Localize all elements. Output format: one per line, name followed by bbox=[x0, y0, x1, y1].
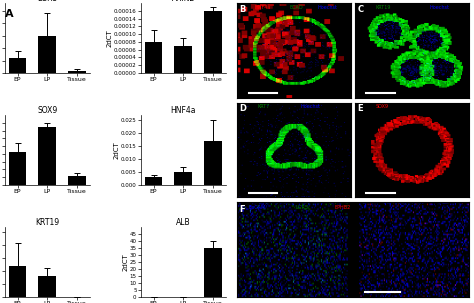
Bar bbox=[68, 176, 86, 185]
Text: HNF4a: HNF4a bbox=[254, 5, 271, 10]
Bar bbox=[38, 276, 56, 297]
Text: C: C bbox=[357, 5, 364, 14]
Title: SOX9: SOX9 bbox=[37, 106, 57, 115]
Bar bbox=[9, 152, 27, 185]
Text: EpCAM/: EpCAM/ bbox=[249, 205, 268, 210]
Text: D: D bbox=[239, 105, 246, 114]
Bar bbox=[9, 266, 27, 297]
Bar bbox=[38, 35, 56, 73]
Bar bbox=[68, 71, 86, 73]
Text: LGR5/: LGR5/ bbox=[295, 205, 310, 210]
Text: A: A bbox=[5, 9, 13, 19]
Y-axis label: 2dCT: 2dCT bbox=[113, 141, 119, 159]
Text: Hoechst: Hoechst bbox=[317, 5, 337, 10]
Title: LGR5: LGR5 bbox=[37, 0, 57, 3]
Title: KRT19: KRT19 bbox=[35, 218, 59, 227]
Title: AXIN2: AXIN2 bbox=[172, 0, 195, 3]
Text: EPHB2: EPHB2 bbox=[335, 205, 351, 210]
Text: KRT7: KRT7 bbox=[258, 105, 270, 109]
Text: ECAD: ECAD bbox=[290, 5, 303, 10]
Text: B: B bbox=[239, 5, 246, 14]
Bar bbox=[174, 172, 192, 185]
Y-axis label: 2dCT: 2dCT bbox=[122, 253, 128, 271]
Bar bbox=[145, 42, 163, 73]
Text: E: E bbox=[357, 105, 363, 114]
Text: Hoechst: Hoechst bbox=[429, 5, 449, 10]
Y-axis label: 2dCT: 2dCT bbox=[107, 29, 112, 47]
Bar bbox=[38, 127, 56, 185]
Text: Hoechst: Hoechst bbox=[300, 105, 320, 109]
Text: SOX9: SOX9 bbox=[375, 105, 389, 109]
Bar bbox=[204, 248, 222, 297]
Bar bbox=[9, 58, 27, 73]
Title: HNF4a: HNF4a bbox=[171, 106, 196, 115]
Text: F: F bbox=[239, 205, 245, 214]
Title: ALB: ALB bbox=[176, 218, 191, 227]
Bar bbox=[204, 141, 222, 185]
Bar bbox=[145, 177, 163, 185]
Bar bbox=[174, 46, 192, 73]
Bar bbox=[204, 11, 222, 73]
Text: KRT19: KRT19 bbox=[375, 5, 391, 10]
